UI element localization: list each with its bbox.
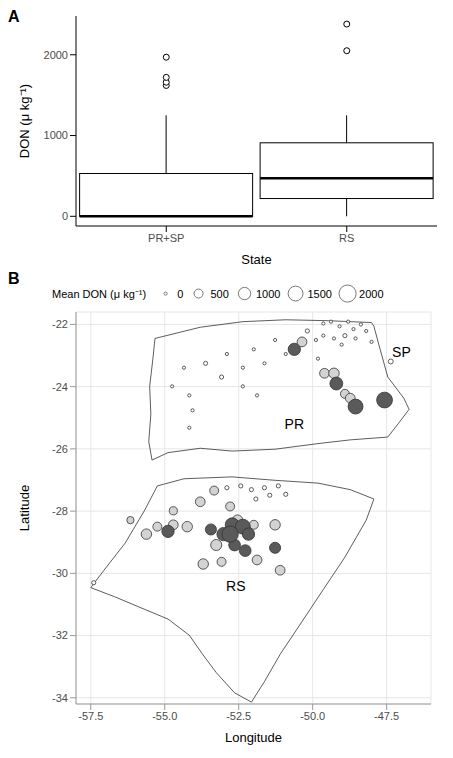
svg-text:-26: -26 xyxy=(52,443,68,455)
html-text:1500: 1500 xyxy=(307,287,332,300)
svg-text:-57.5: -57.5 xyxy=(78,710,103,722)
svg-text:SP: SP xyxy=(392,344,411,360)
html-text:B: B xyxy=(8,270,20,287)
svg-text:0: 0 xyxy=(62,210,68,222)
svg-text:-24: -24 xyxy=(52,381,68,393)
svg-text:2000: 2000 xyxy=(44,49,68,61)
svg-text:-47.5: -47.5 xyxy=(374,710,399,722)
html-text:A: A xyxy=(8,8,20,25)
svg-text:-30: -30 xyxy=(52,567,68,579)
svg-text:-32: -32 xyxy=(52,629,68,641)
svg-text:-50.0: -50.0 xyxy=(300,710,325,722)
svg-text:-52.5: -52.5 xyxy=(226,710,251,722)
html-text:500: 500 xyxy=(210,287,229,300)
svg-text:State: State xyxy=(241,252,271,267)
svg-text:DON (μ kg⁻¹): DON (μ kg⁻¹) xyxy=(17,84,32,158)
html-text:1000: 1000 xyxy=(255,287,281,300)
svg-text:-55.0: -55.0 xyxy=(152,710,177,722)
svg-text:PR+SP: PR+SP xyxy=(148,232,184,244)
svg-text:RS: RS xyxy=(339,232,354,244)
svg-text:Latitude: Latitude xyxy=(17,485,32,531)
svg-text:-28: -28 xyxy=(52,505,68,517)
html-text:2000: 2000 xyxy=(359,287,384,300)
svg-text:Longitude: Longitude xyxy=(225,730,282,745)
html-text:Mean DON (μ kg⁻¹): Mean DON (μ kg⁻¹) xyxy=(52,288,147,300)
svg-text:1000: 1000 xyxy=(44,129,68,141)
html-text:0: 0 xyxy=(177,287,184,300)
svg-text:-22: -22 xyxy=(52,318,68,330)
svg-text:-34: -34 xyxy=(52,692,68,704)
svg-text:RS: RS xyxy=(226,578,245,594)
svg-text:PR: PR xyxy=(285,416,304,432)
